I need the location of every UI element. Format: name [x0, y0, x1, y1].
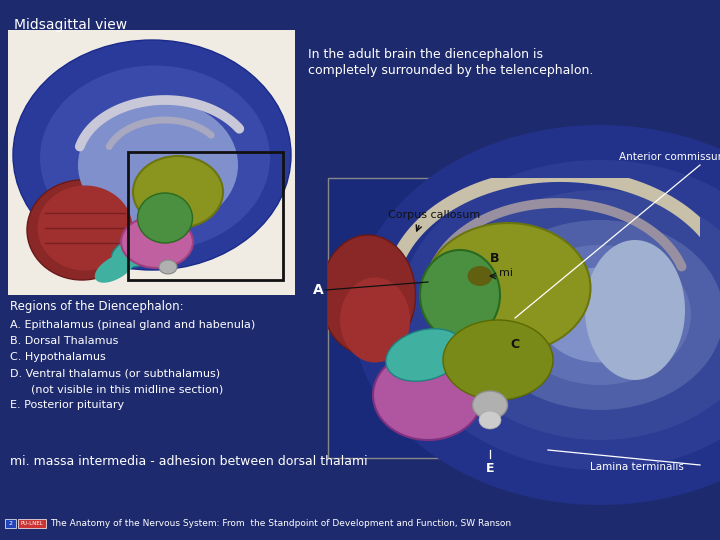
Ellipse shape [37, 186, 132, 271]
Ellipse shape [398, 160, 720, 470]
Text: (not visible in this midline section): (not visible in this midline section) [10, 384, 223, 394]
Text: mi: mi [499, 268, 513, 278]
Bar [5, 519, 16, 528]
Ellipse shape [438, 190, 720, 440]
Text: C. Hypothalamus: C. Hypothalamus [10, 352, 106, 362]
Text: In the adult brain the diencephalon is: In the adult brain the diencephalon is [308, 48, 543, 61]
Ellipse shape [133, 156, 223, 228]
Ellipse shape [78, 100, 238, 230]
Ellipse shape [426, 223, 590, 353]
Text: 2: 2 [9, 521, 12, 526]
Text: B. Dorsal Thalamus: B. Dorsal Thalamus [10, 336, 118, 346]
Text: completely surrounded by the telencephalon.: completely surrounded by the telencephal… [308, 64, 593, 77]
Text: The Anatomy of the Nervous System: From  the Standpoint of Development and Funct: The Anatomy of the Nervous System: From … [50, 519, 511, 528]
Bar [8, 30, 295, 295]
Ellipse shape [509, 245, 691, 385]
Text: E. Posterior pituitary: E. Posterior pituitary [10, 400, 124, 410]
Ellipse shape [340, 278, 410, 362]
Ellipse shape [443, 320, 553, 400]
Ellipse shape [112, 233, 168, 267]
Ellipse shape [467, 266, 492, 286]
Ellipse shape [585, 240, 685, 380]
Text: Corpus callosum: Corpus callosum [388, 210, 480, 220]
Ellipse shape [479, 411, 501, 429]
Text: PU-LNEL: PU-LNEL [21, 521, 43, 526]
Ellipse shape [477, 220, 720, 410]
Ellipse shape [539, 267, 662, 362]
Ellipse shape [386, 329, 464, 381]
Ellipse shape [472, 391, 508, 419]
Text: C: C [510, 339, 519, 352]
Ellipse shape [373, 350, 483, 440]
Ellipse shape [159, 260, 177, 274]
Ellipse shape [420, 250, 500, 340]
Text: A. Epithalamus (pineal gland and habenula): A. Epithalamus (pineal gland and habenul… [10, 320, 256, 330]
Ellipse shape [13, 40, 291, 270]
Bar [18, 519, 46, 528]
Text: mi. massa intermedia - adhesion between dorsal thalami: mi. massa intermedia - adhesion between … [10, 455, 368, 468]
Text: Midsagittal view: Midsagittal view [14, 18, 127, 32]
Text: E: E [486, 462, 494, 475]
Text: Lamina terminalis: Lamina terminalis [590, 462, 684, 472]
Ellipse shape [353, 125, 720, 505]
Text: Anterior commissure: Anterior commissure [619, 152, 720, 162]
Ellipse shape [121, 216, 193, 268]
Text: D. Ventral thalamus (or subthalamus): D. Ventral thalamus (or subthalamus) [10, 368, 220, 378]
Ellipse shape [320, 235, 415, 355]
Text: B: B [490, 252, 500, 265]
Ellipse shape [95, 253, 135, 283]
Text: A: A [313, 283, 324, 297]
Bar [128, 152, 283, 280]
Bar [328, 178, 700, 458]
Ellipse shape [138, 193, 192, 243]
Ellipse shape [27, 180, 137, 280]
Text: Regions of the Diencephalon:: Regions of the Diencephalon: [10, 300, 184, 313]
Ellipse shape [40, 65, 270, 251]
